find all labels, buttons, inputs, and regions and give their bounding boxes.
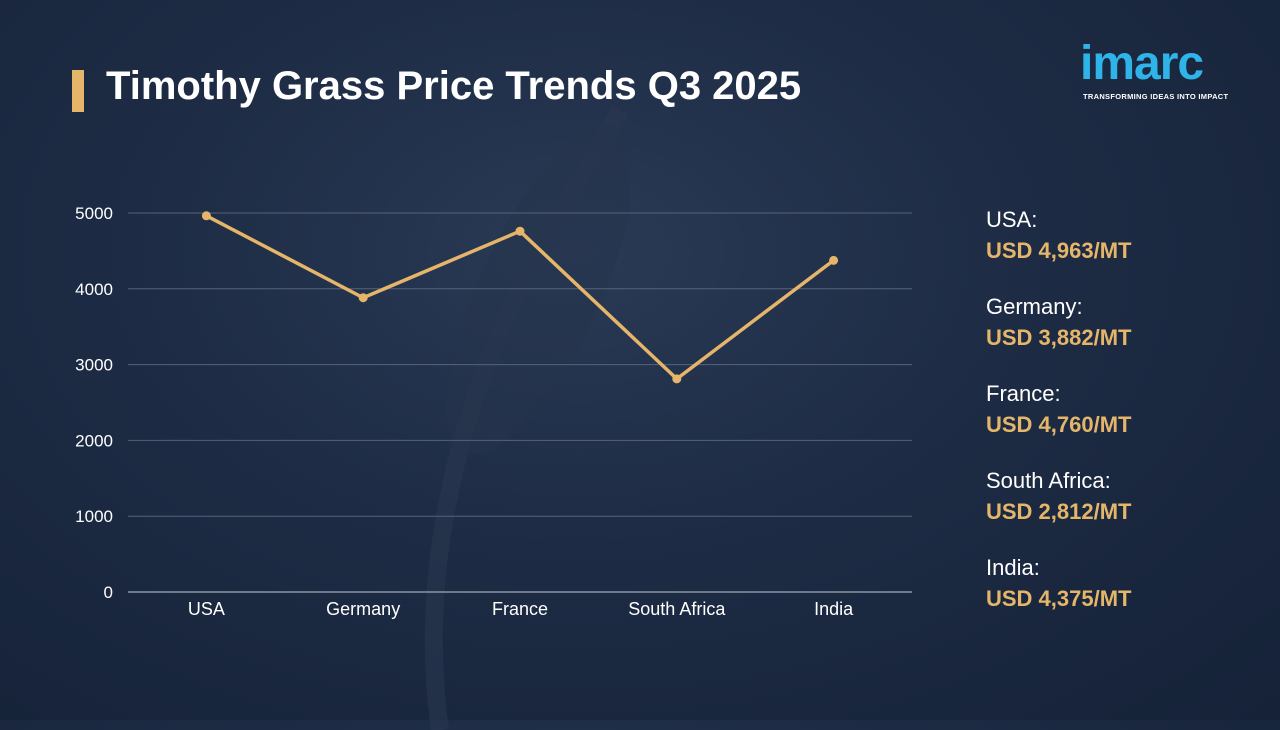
legend-country: France: — [986, 381, 1061, 406]
legend-price: USD 4,375/MT — [986, 586, 1132, 611]
legend-country: South Africa: — [986, 468, 1111, 493]
legend-item: Germany: USD 3,882/MT — [986, 293, 1266, 380]
imarc-logo: imarc TRANSFORMING IDEAS INTO IMPACT — [1080, 30, 1250, 102]
legend-item: France: USD 4,760/MT — [986, 380, 1266, 467]
y-tick-label: 3000 — [75, 356, 113, 375]
data-point — [515, 226, 525, 236]
series-line — [205, 214, 835, 381]
logo-tagline: TRANSFORMING IDEAS INTO IMPACT — [1083, 92, 1229, 101]
legend-price: USD 2,812/MT — [986, 499, 1132, 524]
data-point — [358, 293, 368, 303]
y-tick-label: 5000 — [75, 204, 113, 223]
legend-price: USD 3,882/MT — [986, 325, 1132, 350]
data-point — [829, 255, 839, 265]
y-tick-label: 4000 — [75, 280, 113, 299]
legend-item: India: USD 4,375/MT — [986, 554, 1266, 641]
logo-wordmark: imarc — [1080, 37, 1204, 90]
x-tick-label: South Africa — [628, 599, 726, 619]
title-accent-bar — [72, 70, 84, 112]
x-tick-label: Germany — [326, 599, 400, 619]
price-line-chart: 0 1000 2000 3000 4000 5000 USA Germany France Sou… — [75, 204, 912, 619]
legend-country: USA: — [986, 207, 1038, 232]
price-legend: USA: USD 4,963/MT Germany: USD 3,882/MT … — [986, 206, 1266, 641]
data-point — [201, 211, 211, 221]
y-tick-label: 1000 — [75, 507, 113, 526]
x-tick-label: India — [814, 599, 854, 619]
data-point — [672, 374, 682, 384]
legend-country: India: — [986, 555, 1040, 580]
x-tick-label: USA — [188, 599, 225, 619]
y-tick-label: 0 — [104, 583, 113, 602]
legend-price: USD 4,963/MT — [986, 238, 1132, 263]
page-title: Timothy Grass Price Trends Q3 2025 — [106, 64, 802, 108]
y-tick-label: 2000 — [75, 431, 113, 450]
legend-price: USD 4,760/MT — [986, 412, 1132, 437]
legend-country: Germany: — [986, 294, 1083, 319]
legend-item: USA: USD 4,963/MT — [986, 206, 1266, 293]
x-tick-label: France — [492, 599, 548, 619]
legend-item: South Africa: USD 2,812/MT — [986, 467, 1266, 554]
